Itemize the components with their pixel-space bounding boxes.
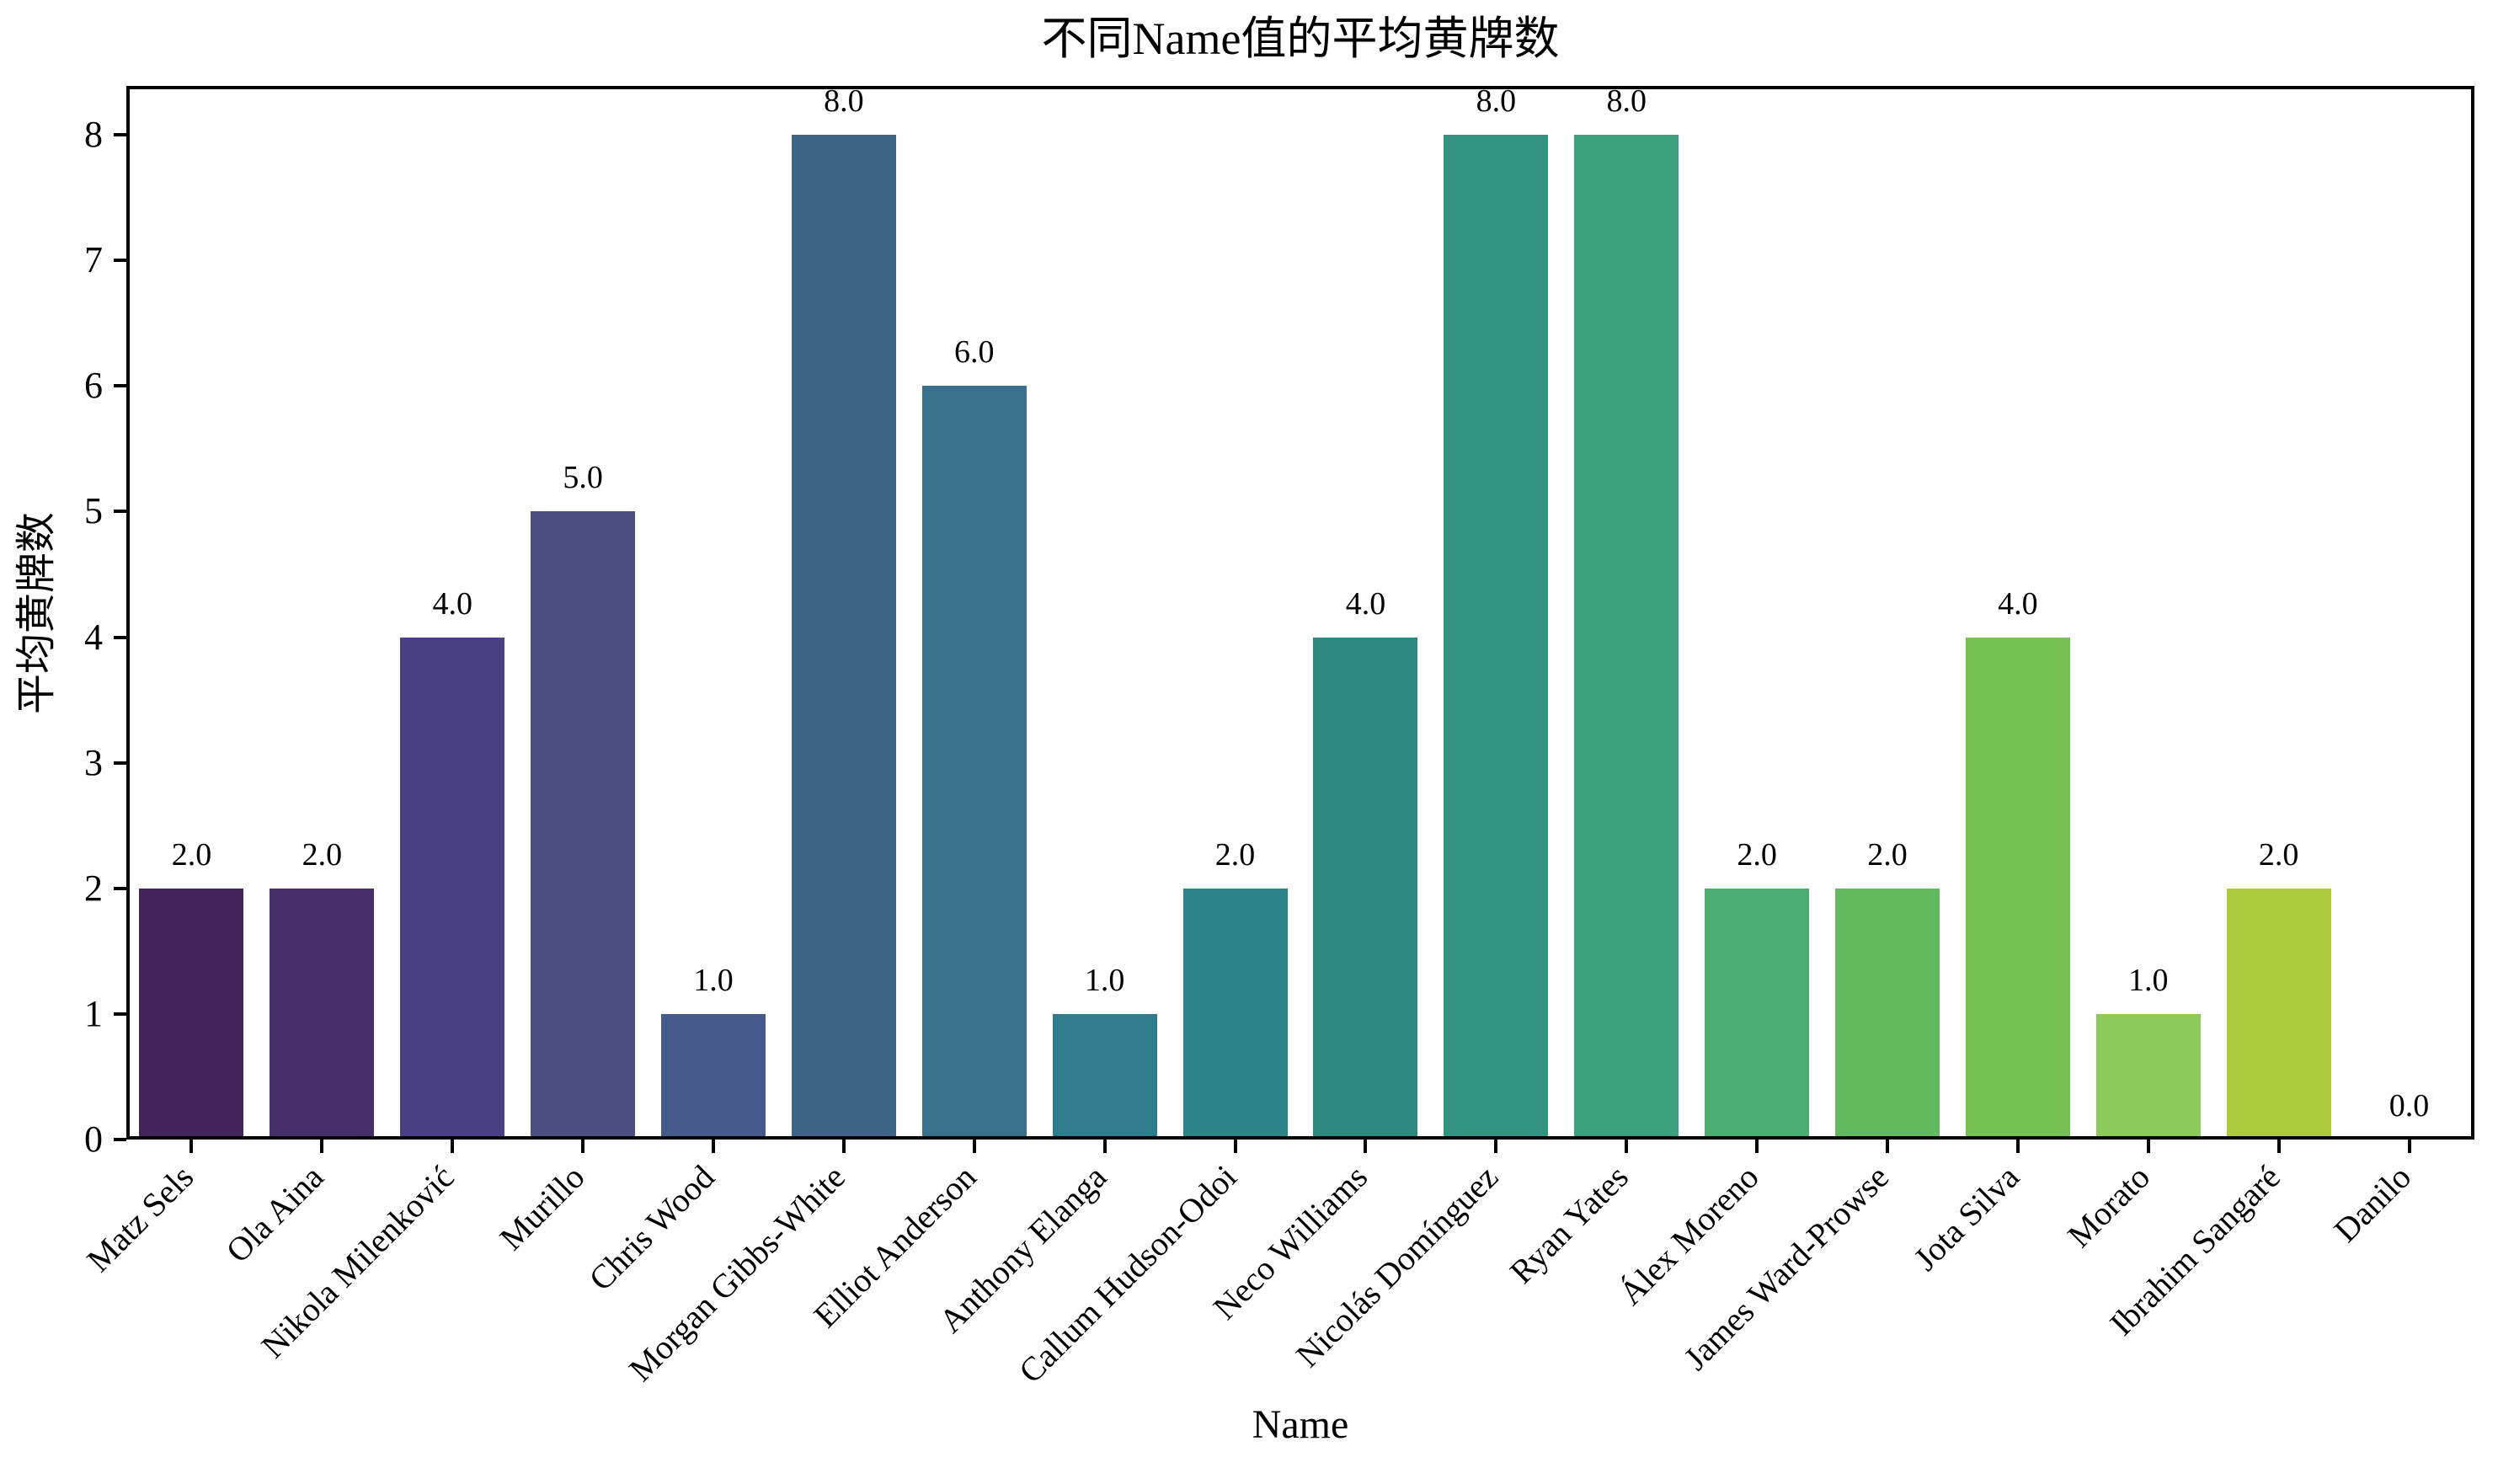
x-tick-label: Morgan Gibbs-White (622, 1157, 853, 1389)
y-tick-mark (114, 133, 126, 137)
x-tick-mark (2015, 1140, 2020, 1153)
x-tick-mark (1755, 1140, 1759, 1153)
y-tick-mark (114, 384, 126, 388)
x-tick-mark (451, 1140, 455, 1153)
bar-value-label: 5.0 (563, 460, 603, 496)
x-tick-mark (1494, 1140, 1498, 1153)
y-tick-mark (114, 761, 126, 765)
y-tick-label: 3 (84, 741, 103, 783)
bar-value-label: 8.0 (1606, 83, 1647, 120)
x-tick-mark (320, 1140, 324, 1153)
y-tick-label: 7 (84, 239, 103, 281)
x-tick-label: Morato (2060, 1157, 2158, 1255)
bar-value-label: 2.0 (302, 836, 343, 873)
x-tick-mark (189, 1140, 194, 1153)
x-tick-mark (972, 1140, 976, 1153)
bar-value-label: 1.0 (1084, 962, 1125, 998)
x-tick-mark (1233, 1140, 1237, 1153)
x-tick-label: Jota Silva (1906, 1157, 2027, 1278)
y-tick-label: 8 (84, 114, 103, 156)
bar-value-label: 8.0 (824, 83, 864, 120)
bar-value-label: 4.0 (432, 585, 472, 622)
y-tick-label: 0 (84, 1118, 103, 1160)
y-axis-title: 平均黄牌数 (14, 511, 59, 715)
bar (139, 888, 244, 1140)
x-tick-mark (2146, 1140, 2150, 1153)
x-tick-label: Ryan Yates (1502, 1157, 1636, 1291)
x-tick-mark (1886, 1140, 1889, 1153)
x-tick-label: Ola Aina (218, 1157, 331, 1270)
bar-value-label: 6.0 (954, 334, 995, 371)
bar (1705, 888, 1810, 1140)
bar (400, 637, 505, 1140)
bar-value-label: 4.0 (1998, 585, 2038, 622)
bar (1444, 135, 1549, 1140)
bar (1182, 888, 1288, 1140)
bar-value-label: 2.0 (1214, 836, 1256, 873)
bar (921, 386, 1027, 1140)
bar (270, 888, 375, 1140)
y-tick-mark (114, 1012, 126, 1016)
bar-value-label: 8.0 (1476, 83, 1517, 120)
y-tick-mark (114, 510, 126, 514)
x-tick-mark (841, 1140, 846, 1153)
x-tick-mark (712, 1140, 715, 1153)
bar (1052, 1013, 1157, 1140)
chart-title: 不同Name值的平均黄牌数 (1041, 13, 1560, 64)
bar-value-label: 2.0 (171, 836, 212, 873)
x-tick-label: Danilo (2326, 1157, 2418, 1250)
bar-value-label: 2.0 (1737, 836, 1777, 873)
bar (2095, 1013, 2201, 1140)
x-tick-mark (2276, 1140, 2281, 1153)
y-tick-label: 1 (84, 992, 103, 1034)
x-tick-mark (1625, 1140, 1629, 1153)
y-tick-mark (114, 886, 126, 890)
bar (1313, 637, 1418, 1140)
bar-value-label: 4.0 (1345, 585, 1386, 622)
bar (1574, 135, 1679, 1140)
y-tick-mark (114, 635, 126, 639)
x-tick-label: Murillo (492, 1157, 592, 1257)
bar-value-label: 1.0 (693, 962, 734, 998)
y-tick-label: 5 (84, 490, 103, 532)
bar-value-label: 0.0 (2389, 1088, 2430, 1124)
bar (661, 1013, 766, 1140)
x-tick-mark (581, 1140, 585, 1153)
x-tick-mark (1364, 1140, 1368, 1153)
y-tick-label: 6 (84, 365, 103, 407)
x-tick-mark (2407, 1140, 2411, 1153)
x-tick-mark (1102, 1140, 1107, 1153)
bar (1835, 888, 1940, 1140)
bar-value-label: 1.0 (2128, 962, 2169, 998)
bar-value-label: 2.0 (1867, 836, 1908, 873)
bar (531, 511, 636, 1140)
bar (1965, 637, 2070, 1140)
bar (2226, 888, 2331, 1140)
y-tick-mark (114, 1138, 126, 1141)
x-axis-title: Name (1252, 1402, 1349, 1447)
x-tick-label: Callum Hudson-Odoi (1011, 1157, 1244, 1391)
x-tick-label: Chris Wood (581, 1157, 723, 1299)
y-tick-label: 4 (84, 616, 103, 658)
bar-value-label: 2.0 (2258, 836, 2299, 873)
y-tick-label: 2 (84, 867, 103, 909)
x-tick-label: Matz Sels (78, 1157, 200, 1279)
bar (791, 135, 896, 1140)
y-tick-mark (114, 259, 126, 263)
